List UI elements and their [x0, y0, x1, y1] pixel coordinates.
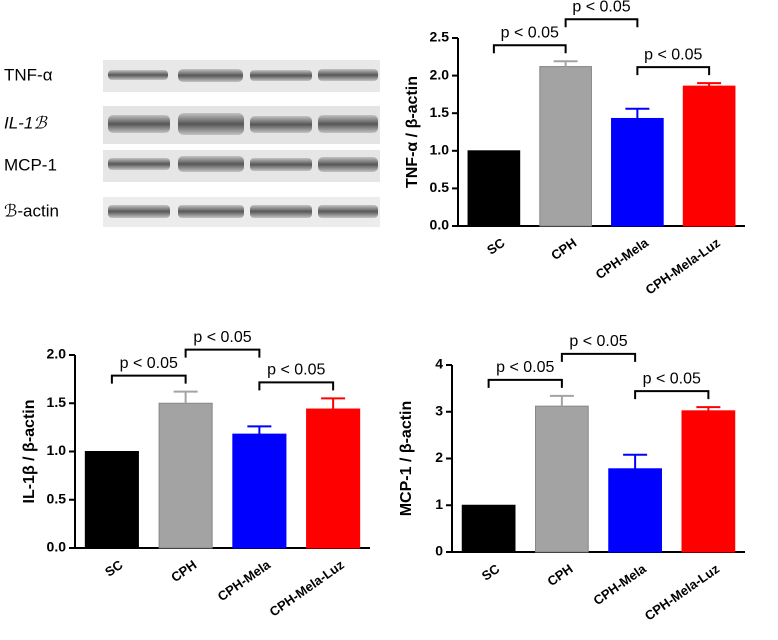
band: [108, 205, 170, 218]
bar: [467, 150, 521, 227]
bar: [681, 410, 736, 553]
significance-label: p < 0.05: [496, 359, 554, 376]
significance-bracket: [634, 390, 710, 400]
bar: [158, 402, 213, 549]
blot-label: IL-1ℬ: [4, 113, 48, 132]
significance-bracket: [184, 348, 261, 358]
y-tick-label: 1.0: [430, 142, 450, 158]
x-tick-label: CPH-Mela-Luz: [642, 561, 723, 624]
band: [250, 116, 312, 133]
significance-label: p < 0.05: [569, 333, 627, 350]
significance-label: p < 0.05: [193, 329, 251, 346]
y-tick-label: 2.0: [430, 66, 450, 82]
band: [178, 113, 244, 135]
y-tick-label: 0.0: [47, 539, 67, 555]
blot-label: ℬ-actin: [4, 201, 59, 220]
y-tick-label: 1.5: [430, 104, 450, 120]
x-tick-label: CPH-Mela-Luz: [643, 235, 724, 298]
band: [108, 158, 170, 170]
bar: [682, 85, 736, 227]
band: [178, 205, 244, 218]
band: [108, 115, 170, 133]
significance-bracket: [258, 381, 335, 391]
x-tick-label: CPH-Mela: [593, 235, 652, 283]
y-tick-label: 2.5: [430, 29, 450, 45]
x-tick-label: CPH: [544, 561, 575, 589]
western-blot: TNF-α IL-1ℬ MCP-1 ℬ-actin: [4, 60, 380, 227]
band: [108, 70, 168, 80]
bar: [461, 504, 516, 553]
band: [318, 205, 378, 218]
significance-label: p < 0.05: [644, 46, 702, 63]
y-tick-label: 4: [435, 356, 443, 372]
y-tick-label: 2: [435, 449, 443, 465]
band: [250, 70, 312, 81]
significance-bracket: [487, 378, 563, 388]
bar: [306, 408, 361, 549]
bar: [232, 433, 287, 549]
y-axis-label: IL-1β / β-actin: [21, 400, 38, 504]
significance-label: p < 0.05: [572, 0, 630, 16]
band: [250, 158, 312, 171]
x-tick-label: CPH: [548, 235, 579, 263]
significance-label: p < 0.05: [120, 355, 178, 372]
y-axis-label: TNF-α / β-actin: [404, 76, 421, 188]
y-tick-label: 0: [435, 543, 443, 559]
x-tick-label: CPH-Mela: [591, 561, 650, 609]
x-tick-label: SC: [484, 235, 508, 258]
band: [178, 69, 243, 82]
significance-bracket: [110, 374, 187, 384]
significance-label: p < 0.05: [501, 25, 559, 42]
band: [318, 69, 378, 81]
x-tick-label: CPH-Mela: [215, 557, 274, 605]
x-tick-label: CPH-Mela-Luz: [267, 557, 348, 620]
y-tick-label: 3: [435, 402, 443, 418]
x-tick-label: CPH: [168, 557, 199, 585]
y-tick-label: 2.0: [47, 346, 67, 362]
bar: [84, 451, 139, 549]
y-tick-label: 1.0: [47, 442, 67, 458]
y-tick-label: 1.5: [47, 394, 67, 410]
blot-label: MCP-1: [4, 155, 57, 174]
band: [250, 205, 312, 218]
y-tick-label: 0.5: [430, 179, 450, 195]
bar: [539, 66, 592, 227]
x-tick-label: SC: [102, 557, 126, 580]
y-tick-label: 0.0: [430, 217, 450, 233]
y-tick-label: 0.5: [47, 490, 67, 506]
significance-bracket: [492, 44, 567, 54]
significance-label: p < 0.05: [643, 370, 701, 387]
bar: [608, 468, 662, 553]
blot-label: TNF-α: [4, 65, 53, 84]
significance-bracket: [636, 66, 711, 76]
band: [318, 115, 378, 133]
bar: [611, 117, 664, 227]
band: [178, 156, 244, 172]
band: [318, 157, 378, 172]
significance-label: p < 0.05: [267, 362, 325, 379]
y-tick-label: 1: [435, 496, 443, 512]
significance-bracket: [564, 18, 639, 28]
y-axis-label: MCP-1 / β-actin: [398, 401, 415, 517]
significance-bracket: [560, 352, 637, 362]
x-tick-label: SC: [479, 561, 503, 584]
bar: [535, 405, 589, 553]
